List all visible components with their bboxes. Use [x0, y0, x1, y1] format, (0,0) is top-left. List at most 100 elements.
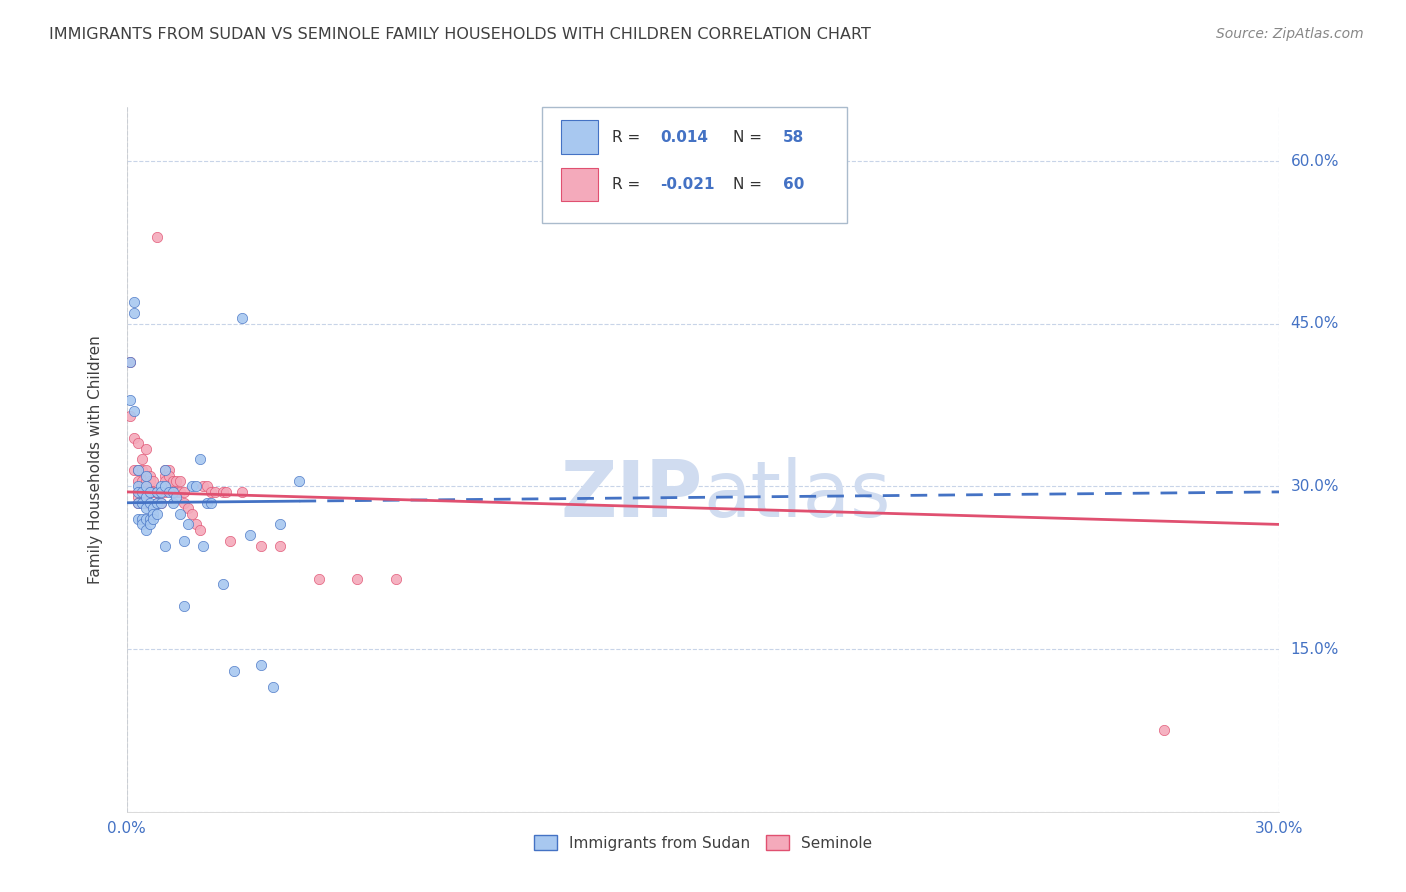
Point [211, 577, 233, 591]
Point [135, 479, 157, 493]
Point [135, 501, 157, 516]
Point [138, 474, 160, 488]
Point [127, 484, 149, 499]
Point [135, 468, 157, 483]
Point [166, 484, 188, 499]
Point [215, 484, 238, 499]
Point [135, 484, 157, 499]
Point [142, 484, 165, 499]
Point [231, 484, 253, 499]
Point [308, 572, 330, 586]
Point [131, 474, 153, 488]
Point [142, 501, 165, 516]
Point [195, 496, 218, 510]
Point [120, 355, 142, 369]
Point [200, 496, 222, 510]
Point [138, 484, 160, 499]
Point [288, 474, 311, 488]
Point [177, 517, 200, 532]
Point [127, 491, 149, 505]
Point [157, 463, 180, 477]
Point [180, 507, 202, 521]
Point [184, 517, 207, 532]
Point [131, 484, 153, 499]
Point [269, 539, 291, 553]
Point [131, 484, 153, 499]
Point [184, 479, 207, 493]
Point [153, 463, 176, 477]
Point [146, 484, 169, 499]
Point [162, 484, 184, 499]
Text: IMMIGRANTS FROM SUDAN VS SEMINOLE FAMILY HOUSEHOLDS WITH CHILDREN CORRELATION CH: IMMIGRANTS FROM SUDAN VS SEMINOLE FAMILY… [49, 27, 872, 42]
Point [138, 484, 160, 499]
FancyBboxPatch shape [561, 168, 598, 202]
Point [135, 474, 157, 488]
Point [153, 463, 176, 477]
Point [188, 452, 211, 467]
Point [157, 484, 180, 499]
Point [142, 474, 165, 488]
Point [153, 468, 176, 483]
Text: 45.0%: 45.0% [1291, 317, 1339, 331]
Point [150, 496, 173, 510]
Point [153, 479, 176, 493]
Point [162, 474, 184, 488]
Point [127, 436, 149, 450]
Point [120, 355, 142, 369]
Point [211, 484, 233, 499]
Point [131, 463, 153, 477]
Point [150, 484, 173, 499]
Point [138, 512, 160, 526]
Text: 15.0%: 15.0% [1291, 641, 1339, 657]
Point [200, 484, 222, 499]
Point [146, 496, 169, 510]
Y-axis label: Family Households with Children: Family Households with Children [89, 335, 103, 583]
Point [250, 539, 273, 553]
Text: 58: 58 [783, 130, 804, 145]
Point [138, 496, 160, 510]
Point [238, 528, 260, 542]
Point [135, 523, 157, 537]
Text: R =: R = [612, 130, 640, 145]
Point [166, 474, 188, 488]
Point [169, 474, 191, 488]
Point [120, 392, 142, 407]
Point [127, 463, 149, 477]
Point [146, 507, 169, 521]
Point [131, 452, 153, 467]
Text: 0.014: 0.014 [661, 130, 709, 145]
Point [122, 403, 145, 417]
Text: 60.0%: 60.0% [1291, 153, 1339, 169]
Point [262, 680, 284, 694]
Point [188, 523, 211, 537]
Point [173, 484, 195, 499]
Point [146, 484, 169, 499]
FancyBboxPatch shape [561, 120, 598, 154]
Point [346, 572, 368, 586]
Point [127, 474, 149, 488]
Point [127, 496, 149, 510]
Legend: Immigrants from Sudan, Seminole: Immigrants from Sudan, Seminole [529, 829, 877, 857]
Point [162, 484, 184, 499]
Point [150, 479, 173, 493]
Text: atlas: atlas [703, 457, 890, 533]
Point [150, 496, 173, 510]
Point [193, 539, 215, 553]
Point [177, 501, 200, 516]
Point [166, 491, 188, 505]
Point [122, 463, 145, 477]
Point [157, 468, 180, 483]
Point [135, 512, 157, 526]
Point [127, 463, 149, 477]
Point [146, 230, 169, 244]
Point [120, 409, 142, 423]
Text: R =: R = [612, 177, 640, 192]
Point [224, 664, 246, 678]
Point [231, 311, 253, 326]
Point [219, 533, 242, 548]
Point [135, 491, 157, 505]
Text: ZIP: ZIP [561, 457, 703, 533]
Point [127, 496, 149, 510]
Point [127, 512, 149, 526]
Point [204, 484, 226, 499]
